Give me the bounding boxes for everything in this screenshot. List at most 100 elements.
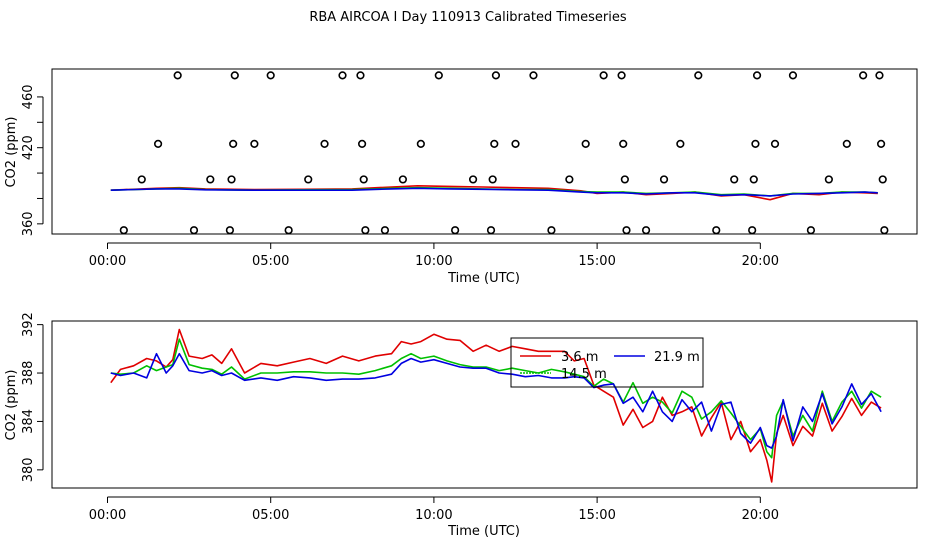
x-axis: 00:00 05:00 10:00 15:00 20:00 xyxy=(89,242,779,269)
data-point xyxy=(676,139,685,148)
data-point xyxy=(748,226,757,235)
x-axis-label: Time (UTC) xyxy=(447,271,520,286)
x-tick-label: 15:00 xyxy=(578,508,615,523)
data-point xyxy=(511,139,520,148)
data-point xyxy=(622,226,631,235)
data-point xyxy=(304,175,313,184)
data-point xyxy=(320,139,329,148)
data-point xyxy=(842,139,851,148)
data-point xyxy=(659,175,669,184)
x-tick-label: 00:00 xyxy=(89,508,126,523)
y-axis-label: CO2 (ppm) xyxy=(4,116,19,187)
data-point xyxy=(230,71,239,80)
data-point xyxy=(206,175,215,184)
data-point xyxy=(488,175,497,184)
x-tick-label: 00:00 xyxy=(89,254,126,269)
y-axis: 380 384 388 392 xyxy=(21,312,44,482)
x-tick-label: 20:00 xyxy=(742,508,779,523)
y-axis-label: CO2 (ppm) xyxy=(4,369,19,440)
data-point xyxy=(398,175,407,184)
data-point xyxy=(617,71,626,80)
data-point xyxy=(529,71,538,80)
data-point xyxy=(338,71,347,80)
data-point xyxy=(490,139,499,148)
data-point xyxy=(357,139,367,148)
y-tick-label: 420 xyxy=(21,135,36,160)
x-tick-label: 10:00 xyxy=(415,508,452,523)
data-point xyxy=(361,226,370,235)
data-point xyxy=(266,71,275,80)
data-point xyxy=(359,175,368,184)
x-tick-label: 15:00 xyxy=(578,254,615,269)
data-point xyxy=(619,139,628,148)
series-line-2 xyxy=(110,352,882,449)
panel-top: 00:00 05:00 10:00 15:00 20:00 360 420 460 Time… xyxy=(4,68,918,286)
x-axis-label: Time (UTC) xyxy=(447,524,520,539)
data-point xyxy=(620,175,629,184)
data-point xyxy=(878,175,887,184)
y-tick-label: 392 xyxy=(21,312,36,337)
legend-label-21-9m: 21.9 m xyxy=(654,350,700,365)
y-tick-label: 360 xyxy=(21,211,36,236)
data-point xyxy=(153,139,163,148)
data-point xyxy=(284,226,293,235)
x-tick-label: 05:00 xyxy=(252,254,289,269)
legend-label-3-6m: 3.6 m xyxy=(561,350,598,365)
data-point xyxy=(859,71,868,80)
data-point xyxy=(491,71,501,80)
plot-marks xyxy=(110,71,889,235)
data-point xyxy=(641,226,651,235)
data-point xyxy=(250,139,259,148)
data-point xyxy=(770,139,780,148)
data-point xyxy=(486,226,496,235)
data-point xyxy=(599,71,608,80)
data-point xyxy=(712,226,721,235)
data-point xyxy=(451,226,460,235)
plot-frame xyxy=(51,320,918,489)
x-tick-label: 10:00 xyxy=(415,254,452,269)
y-tick-label: 460 xyxy=(21,85,36,110)
data-point xyxy=(416,139,425,148)
legend: 3.6 m 21.9 m 14.5 m xyxy=(510,337,704,388)
data-point xyxy=(880,226,889,235)
data-point xyxy=(229,139,238,148)
data-point xyxy=(227,175,236,184)
data-point xyxy=(581,139,590,148)
data-point xyxy=(806,226,816,235)
data-point xyxy=(189,226,199,235)
data-point xyxy=(788,71,798,80)
data-point xyxy=(225,226,234,235)
data-point xyxy=(356,71,365,80)
data-point xyxy=(547,226,556,235)
data-point xyxy=(694,71,703,80)
data-point xyxy=(824,175,833,184)
y-axis: 360 420 460 xyxy=(21,85,44,236)
chart-title: RBA AIRCOA I Day 110913 Calibrated Times… xyxy=(309,10,627,25)
data-point xyxy=(752,71,762,80)
data-point xyxy=(173,71,182,80)
data-point xyxy=(434,71,443,80)
series-line-2 xyxy=(110,187,878,197)
data-point xyxy=(875,71,884,80)
x-tick-label: 05:00 xyxy=(252,508,289,523)
data-point xyxy=(730,175,739,184)
legend-label-14-5m: 14.5 m xyxy=(561,367,607,382)
series-line-0 xyxy=(110,328,882,483)
data-point xyxy=(565,175,574,184)
data-point xyxy=(876,139,886,148)
data-point xyxy=(751,139,760,148)
legend-box xyxy=(510,337,704,388)
x-tick-label: 20:00 xyxy=(742,254,779,269)
y-tick-label: 384 xyxy=(21,409,36,434)
plot-frame xyxy=(51,68,918,235)
data-point xyxy=(119,226,128,235)
y-tick-label: 380 xyxy=(21,457,36,482)
series-line-0 xyxy=(110,185,878,201)
x-axis: 00:00 05:00 10:00 15:00 20:00 xyxy=(89,496,779,523)
data-point xyxy=(468,175,478,184)
data-point xyxy=(749,175,758,184)
y-tick-label: 388 xyxy=(21,361,36,386)
plot-marks xyxy=(110,328,882,483)
data-point xyxy=(380,226,390,235)
